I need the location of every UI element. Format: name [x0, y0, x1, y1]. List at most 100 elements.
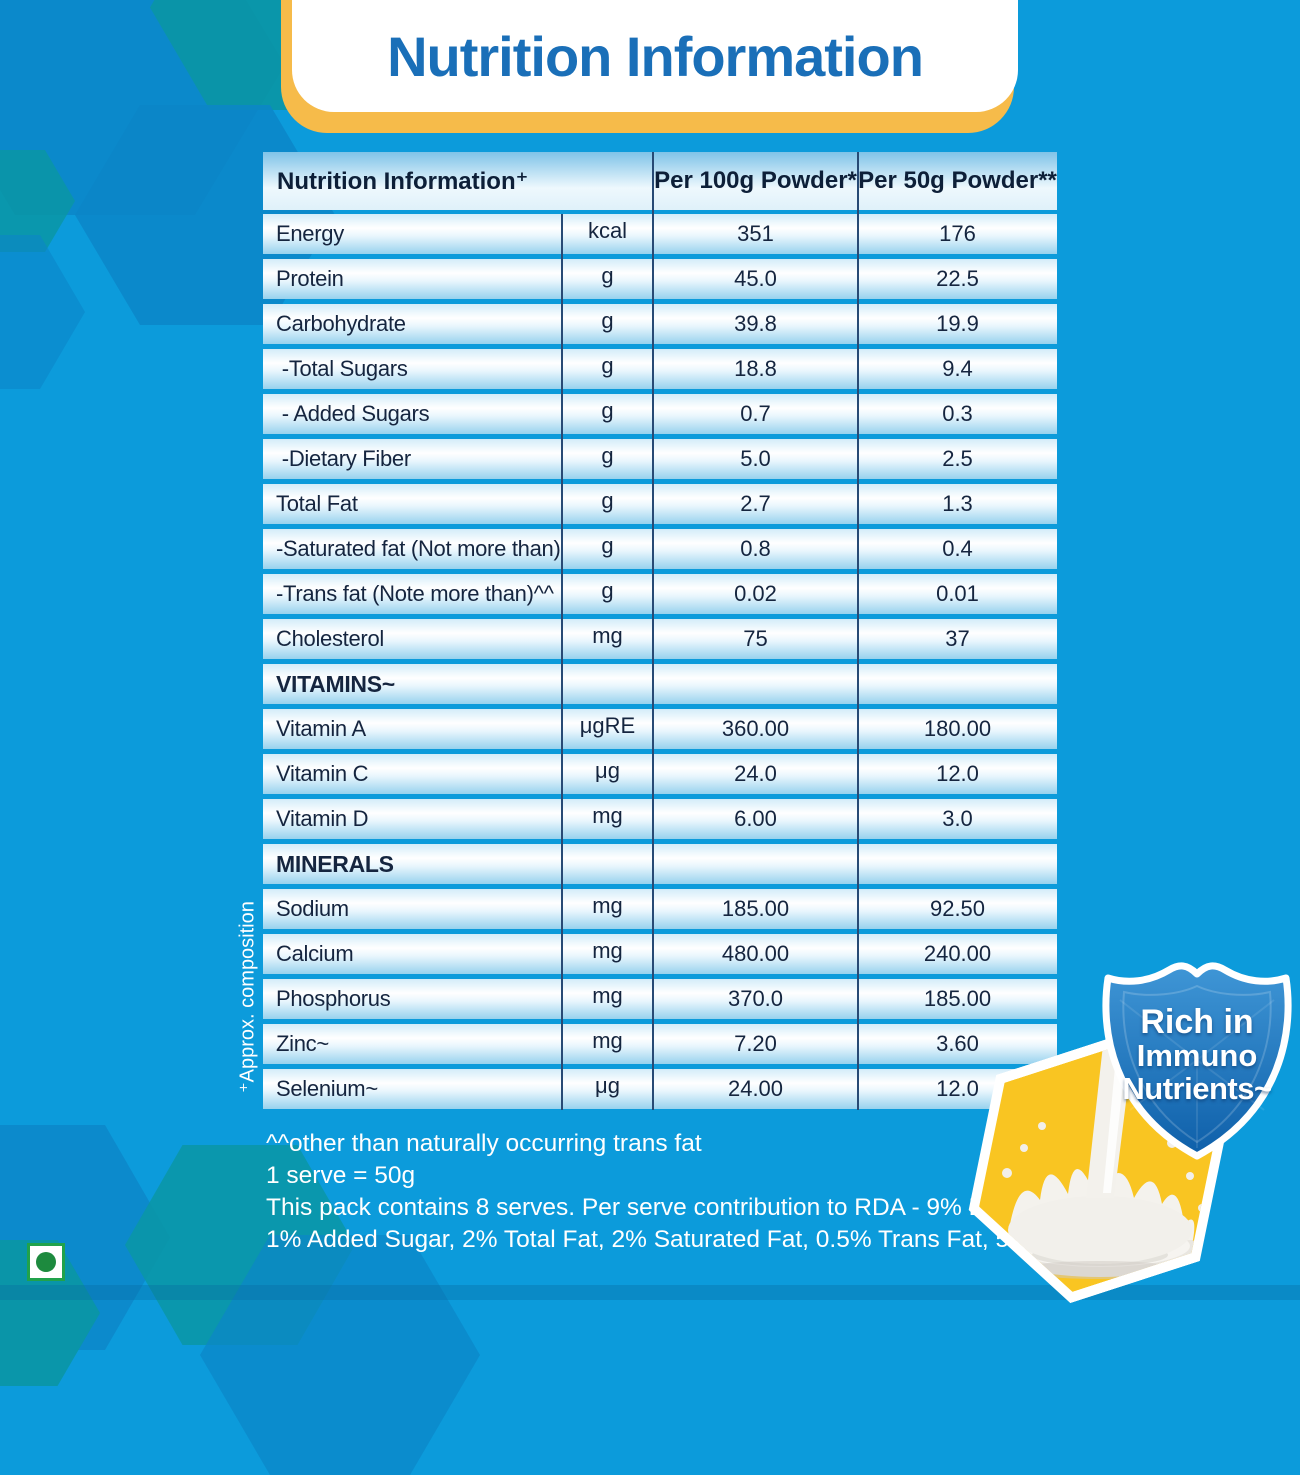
page-title: Nutrition Information	[387, 24, 924, 88]
row-label: Energy	[276, 221, 344, 246]
row-unit: mg	[592, 938, 623, 963]
row-per50: 37	[945, 626, 970, 651]
row-per100: 75	[743, 626, 768, 651]
table-row: Cholesterol mg 75 37	[263, 619, 1057, 659]
badge-line-1: Rich in	[1140, 1003, 1254, 1041]
shield-icon	[1102, 962, 1292, 1160]
row-label: Vitamin D	[276, 806, 369, 831]
row-per100: 5.0	[740, 446, 771, 471]
table-row: Phosphorus mg 370.0 185.00	[263, 979, 1057, 1019]
row-per50: 19.9	[936, 311, 979, 336]
row-per100: 480.00	[721, 941, 790, 966]
table-row: -Saturated fat (Not more than) g 0.8 0.4	[263, 529, 1057, 569]
row-per100: 0.02	[734, 581, 777, 606]
row-label: Calcium	[276, 941, 354, 966]
row-per100: 0.7	[740, 401, 771, 426]
title-banner: Nutrition Information	[292, 0, 1018, 112]
row-label: Vitamin C	[276, 761, 369, 786]
footnote-line: 1% Added Sugar, 2% Total Fat, 2% Saturat…	[266, 1226, 1121, 1253]
table-row: Calcium mg 480.00 240.00	[263, 934, 1057, 974]
row-unit: g	[601, 353, 614, 378]
row-per50: 1.3	[942, 491, 973, 516]
row-per50: 0.4	[942, 536, 973, 561]
badge-line-3: Nutrients~	[1122, 1071, 1272, 1106]
row-unit: g	[601, 578, 614, 603]
row-per50: 9.4	[942, 356, 973, 381]
table-row: Vitamin A μgRE 360.00 180.00	[263, 709, 1057, 749]
row-label: Total Fat	[276, 491, 358, 516]
rich-in-immuno-badge: Rich in Immuno Nutrients~	[1090, 960, 1300, 1168]
row-unit: g	[601, 308, 614, 333]
row-per50: 240.00	[923, 941, 992, 966]
row-unit: mg	[592, 1028, 623, 1053]
column-divider	[652, 152, 654, 1110]
badge-text: Rich in Immuno Nutrients~	[1090, 1003, 1300, 1106]
row-per100: 185.00	[721, 896, 790, 921]
row-label: Protein	[276, 266, 344, 291]
table-row: Vitamin D mg 6.00 3.0	[263, 799, 1057, 839]
nutrition-table: Nutrition Information⁺ Per 100g Powder* …	[263, 152, 1057, 1110]
row-label: Zinc~	[276, 1031, 329, 1056]
milk-hexagon	[932, 1012, 1265, 1324]
row-per100: 7.20	[734, 1031, 777, 1056]
table-row: Selenium~ μg 24.00 12.0	[263, 1069, 1057, 1109]
table-row: Vitamin C μg 24.0 12.0	[263, 754, 1057, 794]
row-per50: 2.5	[942, 446, 973, 471]
row-unit	[562, 844, 653, 848]
row-unit: g	[601, 533, 614, 558]
row-per50: 3.60	[936, 1031, 979, 1056]
row-unit: μgRE	[579, 713, 636, 738]
table-row: Protein g 45.0 22.5	[263, 259, 1057, 299]
table-row: VITAMINS~	[263, 664, 1057, 704]
row-per100: 24.0	[734, 761, 777, 786]
header-per-100g: Per 100g Powder*	[654, 167, 857, 194]
row-label: - Added Sugars	[276, 401, 430, 426]
row-per100: 0.8	[740, 536, 771, 561]
veg-dot	[36, 1252, 56, 1272]
table-row: MINERALS	[263, 844, 1057, 884]
row-per50: 92.50	[929, 896, 986, 921]
table-row: Zinc~ mg 7.20 3.60	[263, 1024, 1057, 1064]
table-row: -Trans fat (Note more than)^^ g 0.02 0.0…	[263, 574, 1057, 614]
row-label: -Dietary Fiber	[276, 446, 411, 471]
row-per50: 12.0	[936, 761, 979, 786]
row-per50: 0.3	[942, 401, 973, 426]
row-unit: mg	[592, 803, 623, 828]
row-per100: 370.0	[727, 986, 784, 1011]
row-per100: 45.0	[734, 266, 777, 291]
row-per100: 24.00	[727, 1076, 784, 1101]
table-header-row: Nutrition Information⁺ Per 100g Powder* …	[263, 152, 1057, 210]
row-label: -Total Sugars	[276, 356, 408, 381]
row-label: VITAMINS~	[276, 670, 395, 697]
row-label: Phosphorus	[276, 986, 391, 1011]
footnote-line: 1 serve = 50g	[266, 1162, 416, 1189]
row-label: Carbohydrate	[276, 311, 406, 336]
row-per100: 2.7	[740, 491, 771, 516]
row-label: -Trans fat (Note more than)^^	[276, 581, 554, 606]
row-unit: mg	[592, 983, 623, 1008]
row-unit: g	[601, 263, 614, 288]
table-row: - Added Sugars g 0.7 0.3	[263, 394, 1057, 434]
approx-composition-note: ⁺Approx. composition	[236, 901, 259, 1093]
footnote-line: This pack contains 8 serves. Per serve c…	[266, 1194, 1052, 1221]
table-row: -Dietary Fiber g 5.0 2.5	[263, 439, 1057, 479]
row-per50: 0.01	[936, 581, 979, 606]
row-label: Selenium~	[276, 1076, 378, 1101]
row-per50: 12.0	[936, 1076, 979, 1101]
row-label: Cholesterol	[276, 626, 384, 651]
table-row: Energy kcal 351 176	[263, 214, 1057, 254]
milk-splash-icon	[962, 1048, 1234, 1288]
table-row: -Total Sugars g 18.8 9.4	[263, 349, 1057, 389]
row-unit: g	[601, 443, 614, 468]
row-per100: 18.8	[734, 356, 777, 381]
row-per50: 22.5	[936, 266, 979, 291]
row-label: Sodium	[276, 896, 349, 921]
column-divider	[561, 214, 563, 1110]
row-label: MINERALS	[276, 850, 394, 877]
row-per50: 180.00	[923, 716, 992, 741]
footnote-line: ^^other than naturally occurring trans f…	[266, 1130, 702, 1157]
row-per100: 39.8	[734, 311, 777, 336]
row-per100: 6.00	[734, 806, 777, 831]
row-unit	[562, 664, 653, 668]
badge-line-2: Immuno	[1136, 1038, 1258, 1073]
